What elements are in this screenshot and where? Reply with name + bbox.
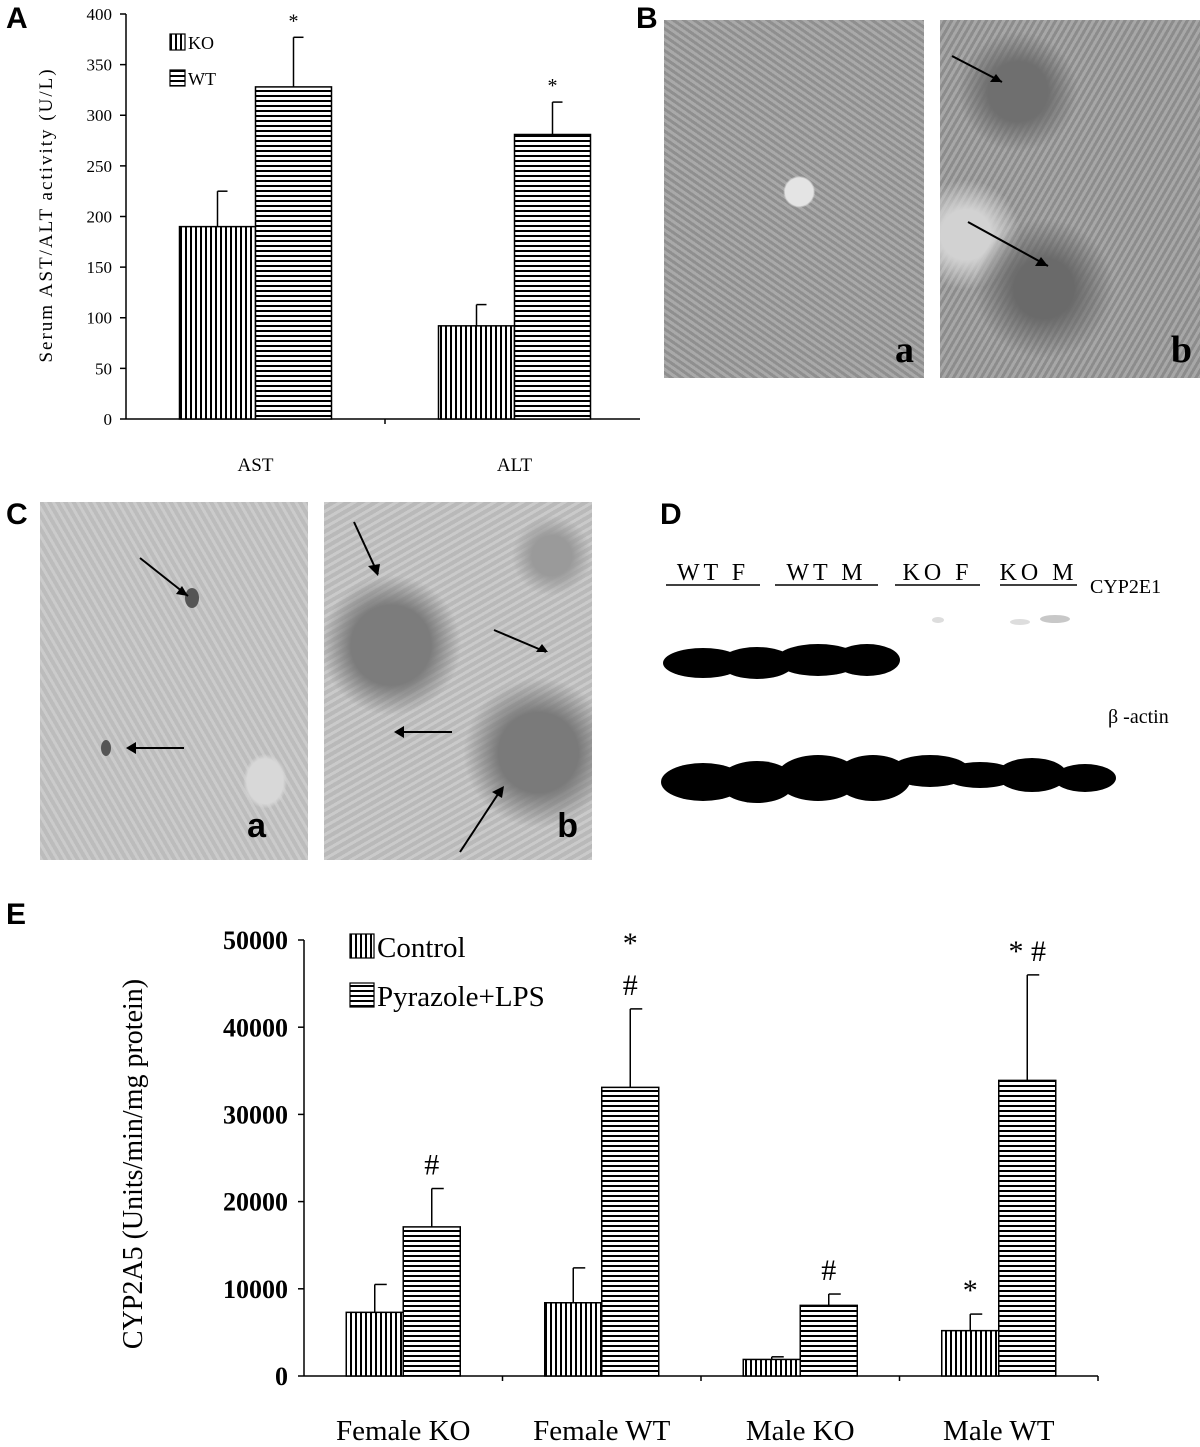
chart-a-y-tick-label: 0 bbox=[104, 410, 113, 429]
chart-a-x-tick-label: ALT bbox=[497, 455, 533, 476]
blot-group-label: KO M bbox=[999, 560, 1077, 586]
chart-e-significance-label: * bbox=[623, 927, 638, 960]
chart-a-bar-series2 bbox=[254, 86, 333, 420]
panel-letter-b: B bbox=[636, 2, 658, 35]
chart-e-y-tick-label: 30000 bbox=[223, 1101, 288, 1130]
panel-letter-c: C bbox=[6, 498, 28, 531]
chart-e-y-tick-label: 50000 bbox=[223, 926, 288, 955]
chart-a-significance-label: * bbox=[289, 10, 299, 32]
chart-e-significance-label: # bbox=[623, 969, 638, 1002]
chart-a-ylabel: Serum AST/ALT activity (U/L) bbox=[36, 67, 57, 362]
chart-e-bar-series2 bbox=[998, 1079, 1057, 1377]
chart-e-y-tick-label: 40000 bbox=[223, 1013, 288, 1042]
western-blot: WT F WT M KO F KO M CYP2E1 β -actin bbox=[661, 560, 1169, 803]
chart-e-bar-series2 bbox=[601, 1086, 660, 1377]
chart-e-y-tick-label: 10000 bbox=[223, 1275, 288, 1304]
micrograph-c-a-label: a bbox=[247, 807, 266, 845]
chart-a-y-tick-label: 300 bbox=[87, 106, 113, 125]
chart-e-significance-label: # bbox=[821, 1254, 836, 1287]
blot-group-label: KO F bbox=[902, 560, 972, 586]
chart-a-y-tick-label: 350 bbox=[87, 56, 113, 75]
chart-e-legend-swatch bbox=[349, 933, 375, 959]
micrograph-c-b: b bbox=[324, 502, 592, 860]
chart-e-x-tick-label: Male WT bbox=[943, 1415, 1055, 1447]
chart-e-cyp2a5: CYP2A5 (Units/min/mg protein) 0 10000 2000… bbox=[118, 926, 1099, 1447]
chart-a-y-tick-label: 200 bbox=[87, 207, 113, 226]
chart-e-significance-label: * # bbox=[1009, 935, 1047, 968]
chart-a-legend-label: KO bbox=[188, 33, 214, 53]
chart-e-legend-swatch bbox=[349, 982, 375, 1008]
micrograph-b-b-label: b bbox=[1170, 329, 1192, 371]
panel-letter-a: A bbox=[6, 2, 28, 35]
chart-a-significance-label: * bbox=[548, 75, 558, 97]
chart-a-y-tick-label: 400 bbox=[87, 5, 113, 24]
chart-a-y-tick-label: 100 bbox=[87, 309, 113, 328]
chart-e-bar-series1 bbox=[941, 1329, 1000, 1377]
chart-a-y-tick-label: 50 bbox=[95, 359, 112, 378]
chart-a-legend-swatch bbox=[169, 33, 186, 51]
chart-e-x-tick-label: Male KO bbox=[746, 1415, 855, 1447]
beta-actin-band-row bbox=[661, 755, 1116, 803]
chart-e-y-tick-label: 20000 bbox=[223, 1188, 288, 1217]
blot-group-label: WT M bbox=[786, 560, 866, 586]
chart-e-significance-label: # bbox=[424, 1149, 439, 1182]
chart-a-legend-label: WT bbox=[188, 69, 216, 89]
chart-a-y-tick-label: 250 bbox=[87, 157, 113, 176]
chart-a-bar-series2 bbox=[513, 133, 592, 420]
chart-e-bar-series2 bbox=[799, 1304, 858, 1377]
chart-e-y-tick-label: 0 bbox=[275, 1362, 288, 1391]
beta-actin-label: β -actin bbox=[1108, 706, 1169, 728]
chart-a-y-tick-label: 150 bbox=[87, 258, 113, 277]
chart-e-bar-series1 bbox=[345, 1311, 404, 1377]
chart-e-significance-label: * bbox=[963, 1274, 978, 1307]
chart-e-legend-label: Pyrazole+LPS bbox=[377, 981, 545, 1013]
chart-e-bar-series1 bbox=[544, 1302, 603, 1377]
chart-a-legend-swatch bbox=[169, 69, 186, 87]
chart-a-x-tick-label: AST bbox=[238, 455, 274, 476]
micrograph-c-b-label: b bbox=[557, 807, 578, 845]
cyp2e1-label: CYP2E1 bbox=[1090, 576, 1161, 598]
chart-a-bar-series1 bbox=[437, 325, 516, 420]
chart-a-bar-series1 bbox=[178, 225, 257, 420]
panel-letter-e: E bbox=[6, 898, 27, 931]
chart-e-x-tick-label: Female KO bbox=[336, 1415, 471, 1447]
micrograph-c-a: a bbox=[40, 502, 308, 860]
chart-e-ylabel: CYP2A5 (Units/min/mg protein) bbox=[118, 979, 149, 1349]
chart-e-bar-series2 bbox=[402, 1226, 461, 1377]
chart-e-x-tick-label: Female WT bbox=[533, 1415, 670, 1447]
micrograph-b-a-label: a bbox=[895, 329, 914, 371]
chart-e-legend-label: Control bbox=[377, 932, 466, 964]
panel-letter-d: D bbox=[660, 498, 682, 531]
cyp2e1-band-row bbox=[663, 615, 1070, 679]
chart-a-aminotransferase: Serum AST/ALT activity (U/L) 0 50 100 150 20… bbox=[36, 5, 640, 476]
micrograph-b-b: b bbox=[940, 20, 1200, 378]
chart-e-bar-series1 bbox=[742, 1358, 801, 1377]
blot-group-label: WT F bbox=[677, 560, 749, 586]
micrograph-b-a: a bbox=[664, 20, 924, 378]
